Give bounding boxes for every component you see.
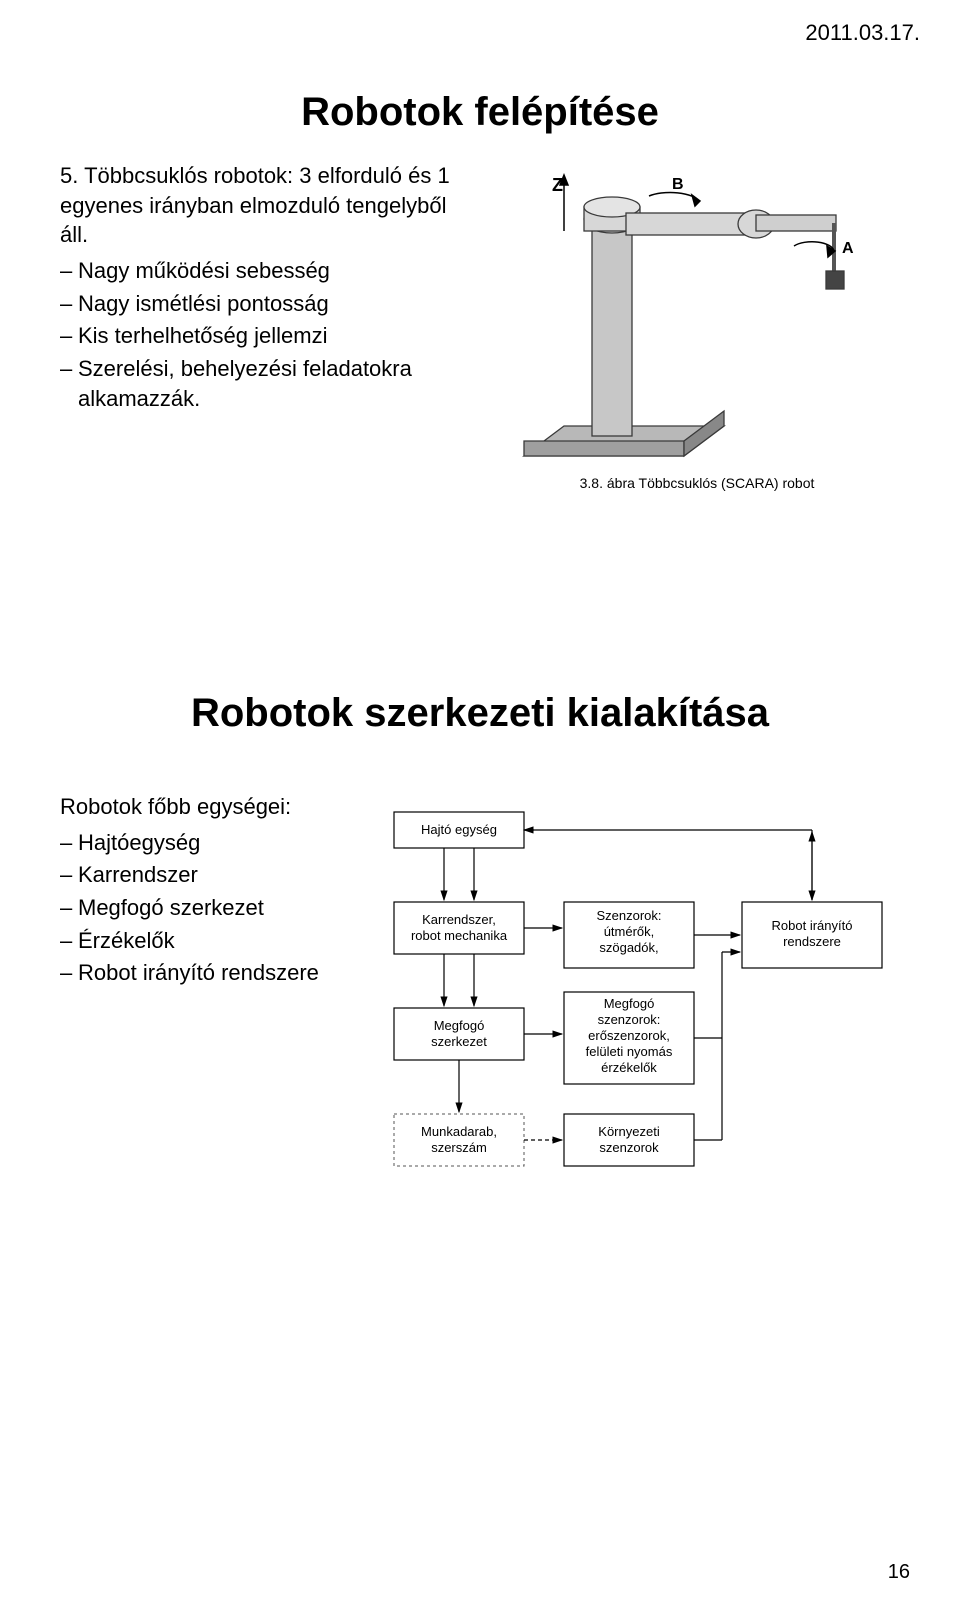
svg-text:Karrendszer,: Karrendszer, xyxy=(422,912,496,927)
slide-robot-structure: Robotok felépítése 5. Többcsuklós roboto… xyxy=(60,90,900,491)
slide2-body: Robotok főbb egységei: Hajtóegység Karre… xyxy=(60,792,900,1212)
slide1-intro: 5. Többcsuklós robotok: 3 elforduló és 1… xyxy=(60,161,470,250)
list-item: Szerelési, behelyezési feladatokra alkam… xyxy=(60,354,470,413)
slide2-bullet-list: Hajtóegység Karrendszer Megfogó szerkeze… xyxy=(60,828,360,988)
list-item: Megfogó szerkezet xyxy=(60,893,360,923)
scara-figure: Z B A 3.8. ábra Többcsuklós (SCARA) robo… xyxy=(494,161,900,491)
slide1-heading: Robotok felépítése xyxy=(60,90,900,161)
svg-text:szerszám: szerszám xyxy=(431,1140,487,1155)
scara-robot-icon: Z B A xyxy=(494,161,864,471)
svg-text:erőszenzorok,: erőszenzorok, xyxy=(588,1028,670,1043)
list-item: Érzékelők xyxy=(60,926,360,956)
scara-caption: 3.8. ábra Többcsuklós (SCARA) robot xyxy=(494,475,900,491)
svg-text:útmérők,: útmérők, xyxy=(604,924,655,939)
svg-text:Megfogó: Megfogó xyxy=(434,1018,485,1033)
slide2-heading: Robotok szerkezeti kialakítása xyxy=(60,691,900,762)
svg-text:rendszere: rendszere xyxy=(783,934,841,949)
slide-robot-components: Robotok szerkezeti kialakítása Robotok f… xyxy=(60,691,900,1212)
page-number: 16 xyxy=(888,1561,910,1584)
svg-text:szenzorok: szenzorok xyxy=(599,1140,659,1155)
list-item: Kis terhelhetőség jellemzi xyxy=(60,321,470,351)
list-item: Karrendszer xyxy=(60,860,360,890)
list-item: Nagy ismétlési pontosság xyxy=(60,289,470,319)
list-item: Hajtóegység xyxy=(60,828,360,858)
svg-text:Megfogó: Megfogó xyxy=(604,996,655,1011)
page-date: 2011.03.17. xyxy=(805,20,920,46)
svg-text:Robot irányító: Robot irányító xyxy=(772,918,853,933)
svg-text:érzékelők: érzékelők xyxy=(601,1060,657,1075)
svg-text:Hajtó egység: Hajtó egység xyxy=(421,822,497,837)
robot-block-diagram-icon: Hajtó egység Karrendszer, robot mechanik… xyxy=(374,792,894,1212)
svg-text:felületi nyomás: felületi nyomás xyxy=(586,1044,673,1059)
list-item: Nagy működési sebesség xyxy=(60,256,470,286)
axis-z-label: Z xyxy=(552,175,563,195)
slide2-subhead: Robotok főbb egységei: xyxy=(60,792,360,822)
list-item: Robot irányító rendszere xyxy=(60,958,360,988)
svg-text:robot mechanika: robot mechanika xyxy=(411,928,508,943)
slide1-text: 5. Többcsuklós robotok: 3 elforduló és 1… xyxy=(60,161,470,417)
slide2-text: Robotok főbb egységei: Hajtóegység Karre… xyxy=(60,792,360,991)
svg-text:Szenzorok:: Szenzorok: xyxy=(596,908,661,923)
block-diagram: Hajtó egység Karrendszer, robot mechanik… xyxy=(374,792,900,1212)
svg-text:Munkadarab,: Munkadarab, xyxy=(421,1124,497,1139)
axis-a-label: A xyxy=(842,240,854,257)
svg-text:Környezeti: Környezeti xyxy=(598,1124,660,1139)
slide1-body: 5. Többcsuklós robotok: 3 elforduló és 1… xyxy=(60,161,900,491)
svg-text:szerkezet: szerkezet xyxy=(431,1034,487,1049)
slide1-bullet-list: Nagy működési sebesség Nagy ismétlési po… xyxy=(60,256,470,413)
svg-text:szenzorok:: szenzorok: xyxy=(598,1012,661,1027)
svg-text:szögadók,: szögadók, xyxy=(599,940,658,955)
axis-b-label: B xyxy=(672,176,684,193)
